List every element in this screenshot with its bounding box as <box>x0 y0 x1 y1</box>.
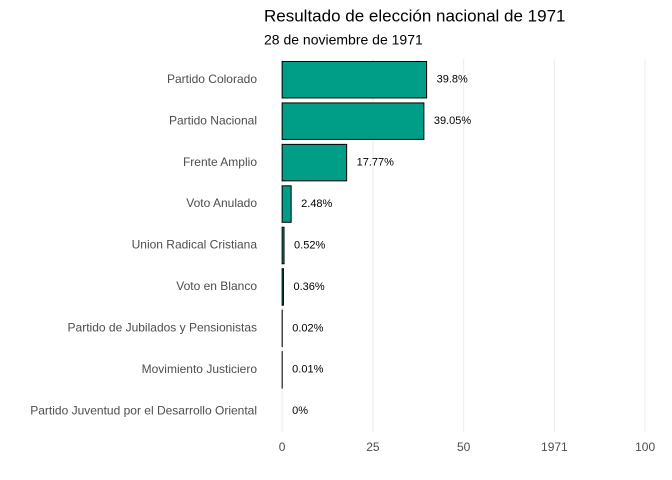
value-label: 0.02% <box>292 322 323 334</box>
y-tick-label: Frente Amplio <box>183 155 257 169</box>
bar <box>281 268 284 306</box>
bar <box>281 102 425 140</box>
bar <box>281 143 348 182</box>
value-label: 39.05% <box>434 115 472 127</box>
y-tick-label: Movimiento Justiciero <box>142 362 258 376</box>
value-label: 0.52% <box>294 239 325 251</box>
value-label: 0% <box>292 405 308 417</box>
x-tick-label: 0 <box>279 440 286 454</box>
y-tick-label: Partido Nacional <box>169 113 257 127</box>
y-tick-label: Partido de Jubilados y Pensionistas <box>68 321 257 335</box>
bar <box>281 226 285 265</box>
bar <box>281 185 292 223</box>
value-label: 0.36% <box>293 281 324 293</box>
x-tick-label: 100 <box>635 440 655 454</box>
y-tick-label: Voto en Blanco <box>176 279 257 293</box>
value-label: 2.48% <box>301 198 332 210</box>
value-label: 17.77% <box>357 157 395 169</box>
y-tick-label: Partido Juventud por el Desarrollo Orien… <box>30 403 257 417</box>
chart-title: Resultado de elección nacional de 1971 <box>264 6 566 25</box>
bar <box>281 60 428 99</box>
x-tick-label: 50 <box>457 440 471 454</box>
x-tick-label: 25 <box>366 440 380 454</box>
chart-subtitle: 28 de noviembre de 1971 <box>264 32 423 48</box>
y-tick-label: Partido Colorado <box>167 72 257 86</box>
value-label: 39.8% <box>437 74 468 86</box>
x-tick-label: 1971 <box>541 440 568 454</box>
value-label: 0.01% <box>292 364 323 376</box>
y-tick-label: Voto Anulado <box>186 196 257 210</box>
y-tick-label: Union Radical Cristiana <box>132 238 258 252</box>
